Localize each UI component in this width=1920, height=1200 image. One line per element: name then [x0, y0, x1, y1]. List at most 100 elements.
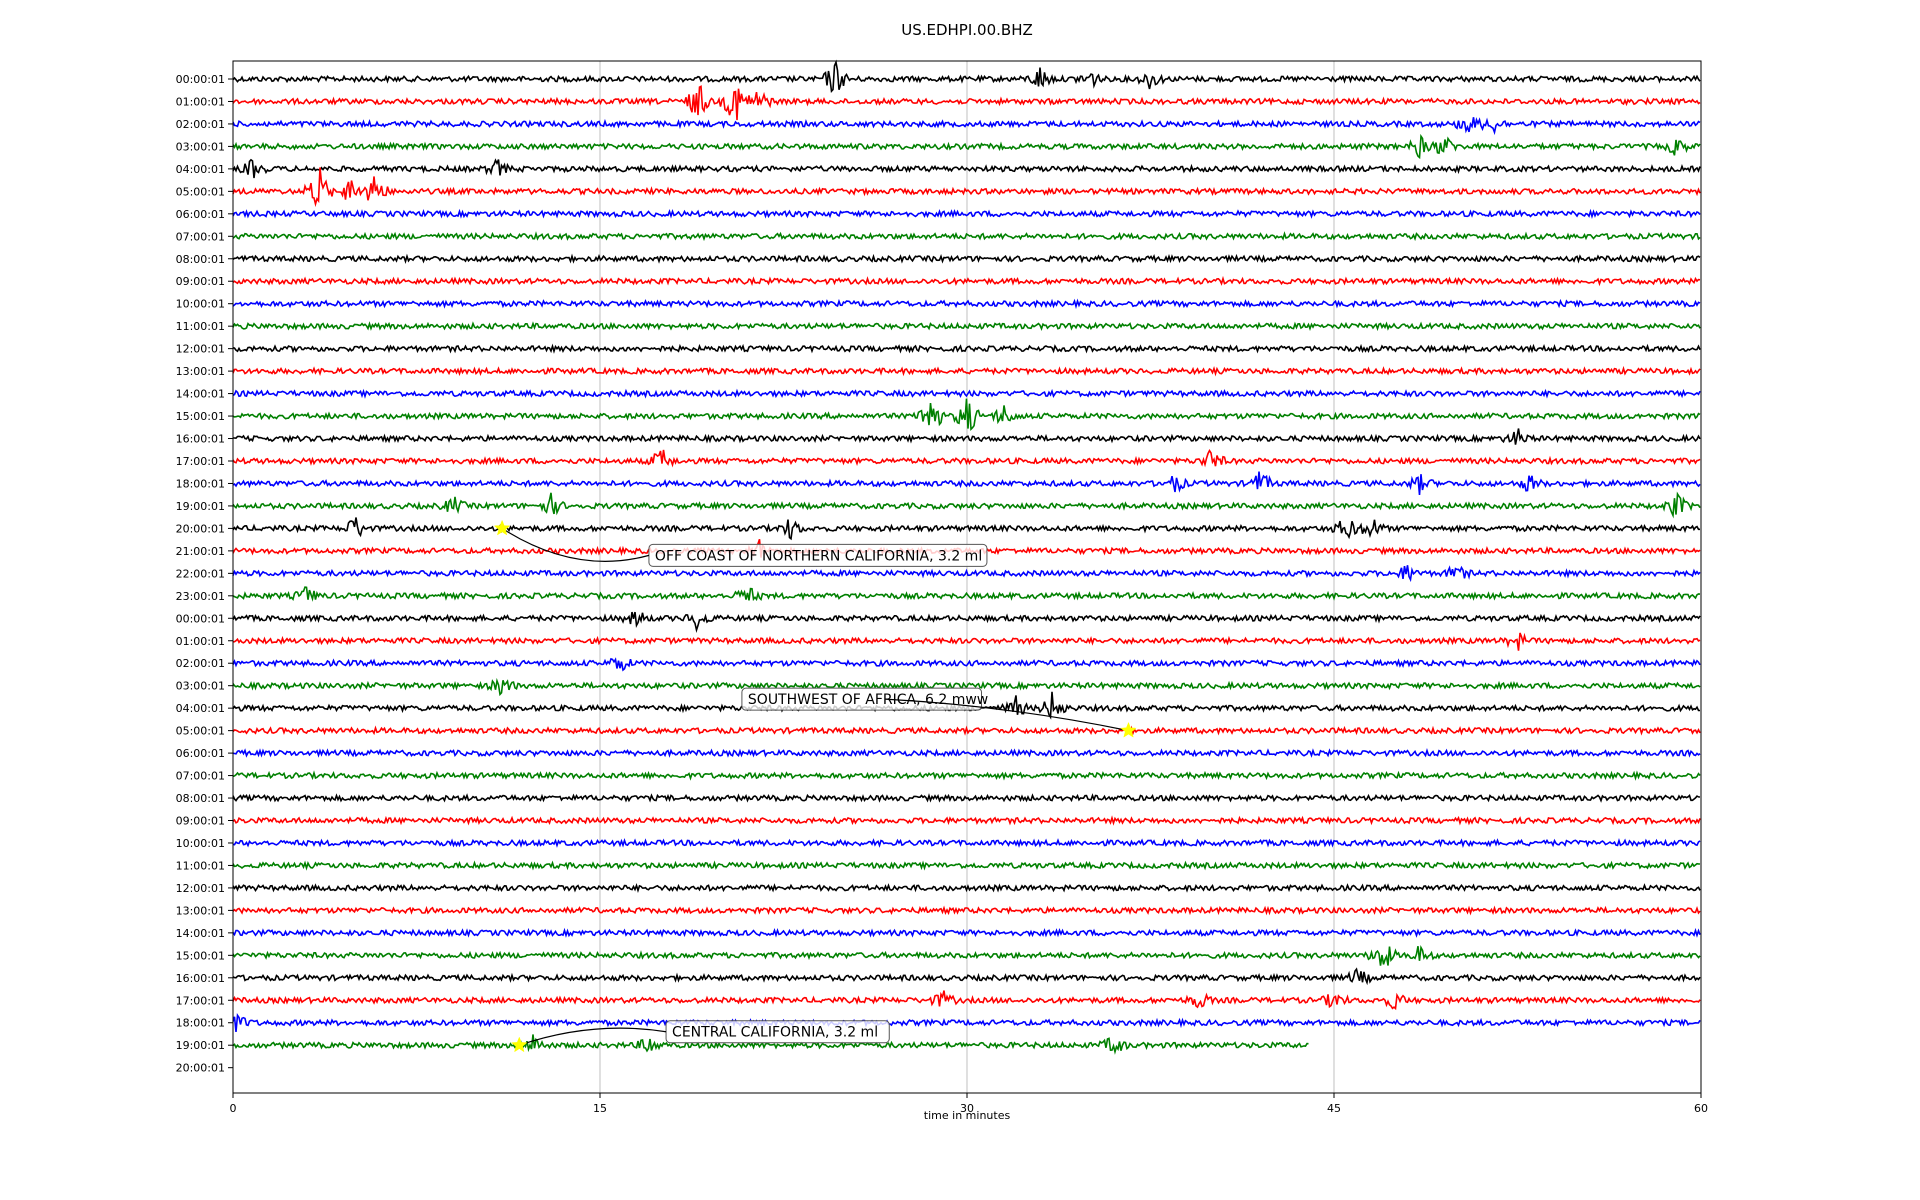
- x-tick-label: 0: [230, 1102, 237, 1115]
- row-label: 23:00:01: [176, 590, 225, 603]
- seismic-trace: [232, 59, 1701, 94]
- x-tick-label: 15: [593, 1102, 607, 1115]
- event-label-box: [741, 687, 983, 711]
- seismic-trace: [232, 905, 1701, 916]
- row-label: 18:00:01: [176, 477, 225, 490]
- x-tick-label: 45: [1327, 1102, 1341, 1115]
- event-connector: [501, 527, 650, 562]
- seismic-trace: [232, 883, 1701, 894]
- seismic-trace: [232, 471, 1701, 495]
- row-label: 17:00:01: [176, 455, 225, 468]
- seismic-trace: [232, 967, 1701, 986]
- row-label: 09:00:01: [176, 275, 225, 288]
- seismic-trace: [232, 1013, 1701, 1032]
- event-label: CENTRAL CALIFORNIA, 3.2 ml: [672, 1025, 878, 1041]
- row-label: 14:00:01: [176, 927, 225, 940]
- seismic-trace: [232, 770, 1701, 781]
- row-label: 15:00:01: [176, 410, 225, 423]
- seismic-trace: [232, 945, 1701, 966]
- seismic-trace: [233, 428, 1701, 445]
- row-label: 21:00:01: [176, 545, 225, 558]
- row-label: 11:00:01: [176, 320, 225, 333]
- seismic-trace: [232, 837, 1701, 849]
- row-label: 22:00:01: [176, 567, 225, 580]
- x-axis-label: time in minutes: [924, 1109, 1011, 1122]
- seismic-trace: [232, 158, 1701, 179]
- row-label: 01:00:01: [176, 635, 225, 648]
- seismic-trace: [232, 167, 1701, 208]
- row-label: 06:00:01: [176, 747, 225, 760]
- seismic-trace: [232, 725, 1701, 736]
- seismic-trace: [232, 657, 1701, 672]
- seismic-trace: [232, 1034, 1309, 1055]
- row-label: 19:00:01: [176, 1039, 225, 1052]
- seismic-trace: [232, 321, 1701, 332]
- seismic-trace: [232, 253, 1701, 265]
- row-label: 16:00:01: [176, 972, 225, 985]
- seismic-trace: [232, 677, 1701, 697]
- row-label: 08:00:01: [176, 253, 225, 266]
- seismic-trace: [232, 990, 1701, 1011]
- seismic-trace: [232, 117, 1701, 136]
- seismic-trace: [232, 491, 1701, 519]
- seismic-trace: [232, 517, 1700, 541]
- row-label: 05:00:01: [176, 725, 225, 738]
- event-connector: [885, 698, 1129, 732]
- row-label: 20:00:01: [176, 522, 225, 535]
- row-label: 18:00:01: [176, 1017, 225, 1030]
- row-label: 14:00:01: [176, 388, 225, 401]
- grid-lines: [599, 61, 1335, 1093]
- seismic-trace: [232, 133, 1701, 160]
- event-connector: [519, 1027, 667, 1046]
- row-label: 17:00:01: [176, 994, 225, 1007]
- row-label: 11:00:01: [176, 859, 225, 872]
- row-label: 10:00:01: [176, 298, 225, 311]
- row-label: 16:00:01: [176, 433, 225, 446]
- row-label: 00:00:01: [176, 73, 225, 86]
- row-label: 09:00:01: [176, 815, 225, 828]
- row-label: 13:00:01: [176, 365, 225, 378]
- seismic-trace: [232, 815, 1701, 826]
- row-label: 05:00:01: [176, 185, 225, 198]
- row-label: 06:00:01: [176, 208, 225, 221]
- event-star-marker: [511, 1036, 528, 1053]
- seismic-trace: [232, 275, 1701, 287]
- row-label: 07:00:01: [176, 770, 225, 783]
- row-label: 07:00:01: [176, 230, 225, 243]
- chart-title: US.EDHPI.00.BHZ: [901, 21, 1033, 39]
- seismic-trace: [232, 927, 1701, 938]
- event-label: SOUTHWEST OF AFRICA, 6.2 mww: [748, 692, 988, 708]
- seismic-trace: [232, 85, 1701, 121]
- row-label: 04:00:01: [176, 163, 225, 176]
- row-label: 13:00:01: [176, 904, 225, 917]
- row-label: 03:00:01: [176, 140, 225, 153]
- event-label: OFF COAST OF NORTHERN CALIFORNIA, 3.2 ml: [655, 548, 982, 564]
- seismic-trace: [232, 208, 1701, 219]
- seismic-trace: [232, 748, 1701, 758]
- row-label: 00:00:01: [176, 612, 225, 625]
- event-star-marker: [1120, 721, 1137, 738]
- row-label: 08:00:01: [176, 792, 225, 805]
- row-label: 15:00:01: [176, 949, 225, 962]
- seismic-trace: [232, 298, 1701, 310]
- row-label: 20:00:01: [176, 1062, 225, 1075]
- seismic-trace: [232, 388, 1701, 399]
- seismic-trace: [232, 586, 1701, 602]
- event-annotations: OFF COAST OF NORTHERN CALIFORNIA, 3.2 ml…: [493, 519, 1137, 1053]
- event-annotation: CENTRAL CALIFORNIA, 3.2 ml: [511, 1020, 890, 1053]
- row-label: 02:00:01: [176, 118, 225, 131]
- event-annotation: SOUTHWEST OF AFRICA, 6.2 mww: [741, 687, 1137, 738]
- row-label: 03:00:01: [176, 680, 225, 693]
- row-label: 10:00:01: [176, 837, 225, 850]
- seismic-trace: [232, 448, 1701, 468]
- row-label: 12:00:01: [176, 882, 225, 895]
- event-star-marker: [493, 519, 511, 536]
- seismic-trace: [232, 632, 1701, 651]
- seismic-trace: [232, 860, 1701, 871]
- row-label: 12:00:01: [176, 343, 225, 356]
- row-label: 19:00:01: [176, 500, 225, 513]
- row-label: 01:00:01: [176, 95, 225, 108]
- seismic-trace: [232, 343, 1701, 354]
- seismic-trace: [232, 231, 1701, 242]
